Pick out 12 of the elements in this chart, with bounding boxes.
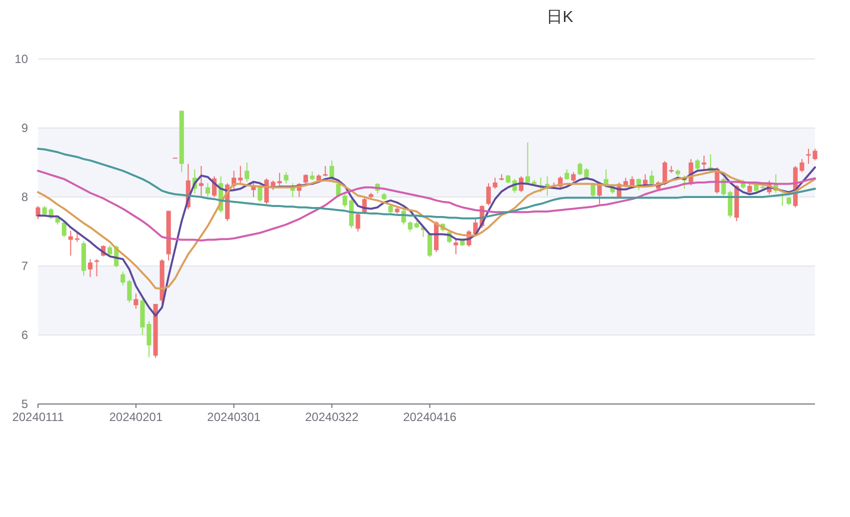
y-tick-label: 6 bbox=[21, 328, 28, 342]
x-tick-label: 20240111 bbox=[12, 410, 64, 424]
y-tick-label: 5 bbox=[21, 397, 28, 411]
y-tick-label: 8 bbox=[21, 190, 28, 204]
chart-title: 日K bbox=[546, 9, 574, 26]
y-tick-label: 7 bbox=[21, 259, 28, 273]
x-tick-label: 20240416 bbox=[403, 410, 457, 424]
x-tick-label: 20240201 bbox=[109, 410, 163, 424]
x-tick-label: 20240322 bbox=[305, 410, 359, 424]
y-tick-label: 9 bbox=[21, 121, 28, 135]
y-tick-label: 10 bbox=[14, 52, 28, 66]
x-tick-label: 20240301 bbox=[207, 410, 261, 424]
